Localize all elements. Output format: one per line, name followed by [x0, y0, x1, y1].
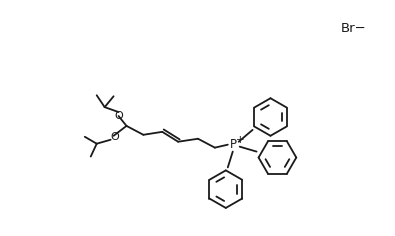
Text: O: O	[114, 111, 123, 121]
Text: P: P	[230, 138, 237, 151]
Text: Br−: Br−	[341, 21, 367, 34]
Text: O: O	[110, 132, 119, 142]
Text: +: +	[236, 135, 245, 145]
